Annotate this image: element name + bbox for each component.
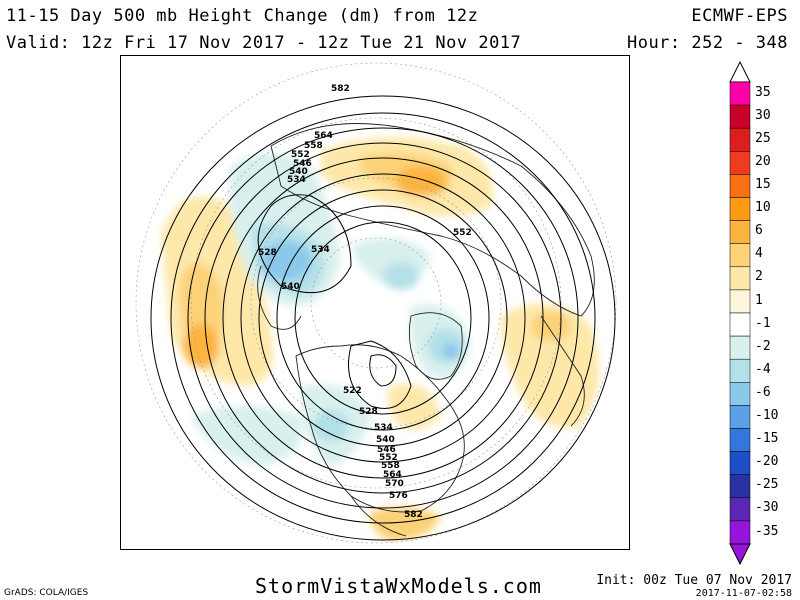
init-time: Init: 00z Tue 07 Nov 2017 [596,573,792,588]
grads-credit: GrADS: COLA/IGES [4,588,89,598]
contour-label: 546 [377,445,396,455]
color-legend-swatch [729,289,751,314]
color-legend-swatch [729,151,751,175]
color-legend-label: -1 [755,315,771,331]
contour-label: 558 [304,141,323,151]
color-legend-label: 20 [755,153,771,169]
forecast-hour: Hour: 252 - 348 [626,33,788,53]
contour-label: 540 [289,167,308,177]
color-legend-swatch [729,312,751,337]
contour-label: 552 [291,150,310,160]
color-legend-swatch [729,405,751,429]
contour-label: 552 [453,228,472,238]
height-contours [150,95,616,541]
color-legend: 35 30 25 20 15 10 6 4 2 1 -1 -2 -4 -6 -10 -15 -20 -25 -30 -… [725,60,795,570]
color-legend-label: -35 [755,523,779,539]
color-legend-label: 2 [755,269,763,285]
color-legend-swatch [729,474,751,499]
color-legend-label: -2 [755,338,771,354]
contour-label: 540 [281,282,300,292]
color-legend-label: -10 [755,408,779,423]
contour-label: 528 [359,407,378,417]
triangle-down-icon [729,543,751,566]
color-legend-label: 1 [755,292,763,308]
contour-label: 522 [343,386,362,396]
color-legend-label: 35 [755,84,771,100]
color-legend-label: -25 [755,477,779,493]
color-legend-swatch [729,520,751,545]
contour-label: 546 [293,159,312,169]
color-legend-swatch [729,104,751,129]
color-legend-swatch [729,81,751,106]
color-legend-label: -20 [755,454,779,470]
color-legend-label: 4 [755,246,763,262]
color-legend-swatch [729,382,751,406]
chart-title: 11-15 Day 500 mb Height Change (dm) from… [6,6,479,26]
contour-label: 540 [376,435,395,445]
color-legend-swatch [729,451,751,475]
generation-stamp: 2017-11-07-02:58 [695,588,792,599]
contour-label: 534 [287,175,306,185]
contour-label: 564 [383,470,402,480]
contour-label: 534 [311,245,330,255]
contour-label: 576 [389,491,408,501]
coastlines [257,123,595,537]
color-legend-label: -4 [755,361,771,377]
color-legend-swatch [729,243,751,268]
color-legend-bar [729,60,751,566]
contour-label: 528 [258,248,277,258]
model-name: ECMWF-EPS [691,6,788,26]
polar-stereographic-map: 582 564 558 552 546 540 534 528 534 540 … [135,62,617,544]
contour-label: 558 [381,461,400,471]
color-legend-label: 15 [755,177,771,192]
color-legend-label: -15 [755,431,779,447]
color-legend-swatch [729,335,751,360]
anomaly-shading [161,137,599,541]
contour-label: 582 [404,510,423,520]
color-legend-label: 6 [755,223,763,239]
contour-label: 552 [379,453,398,463]
color-legend-swatch [729,220,751,244]
color-legend-label: 25 [755,130,771,146]
map-panel: 582 564 558 552 546 540 534 528 534 540 … [120,55,630,550]
color-legend-label: 30 [755,107,771,123]
contour-label: 564 [314,131,333,141]
contour-label: 582 [331,84,350,94]
color-legend-swatch [729,497,751,522]
color-legend-swatch [729,266,751,291]
color-legend-label: -30 [755,500,779,516]
lat-lon-grid [135,62,617,544]
color-legend-swatch [729,428,751,452]
color-legend-swatch [729,358,751,383]
contour-label: 570 [385,479,404,489]
color-legend-label: -6 [755,384,771,400]
color-legend-swatch [729,174,751,198]
triangle-up-icon [729,60,751,83]
site-name: StormVistaWxModels.com [255,574,542,598]
color-legend-swatch [729,127,751,152]
contour-label: 534 [374,423,393,433]
color-legend-label: 10 [755,200,771,216]
color-legend-swatch [729,197,751,221]
valid-time: Valid: 12z Fri 17 Nov 2017 - 12z Tue 21 … [6,33,522,53]
contour-labels: 582 564 558 552 546 540 534 528 534 540 … [258,84,472,520]
